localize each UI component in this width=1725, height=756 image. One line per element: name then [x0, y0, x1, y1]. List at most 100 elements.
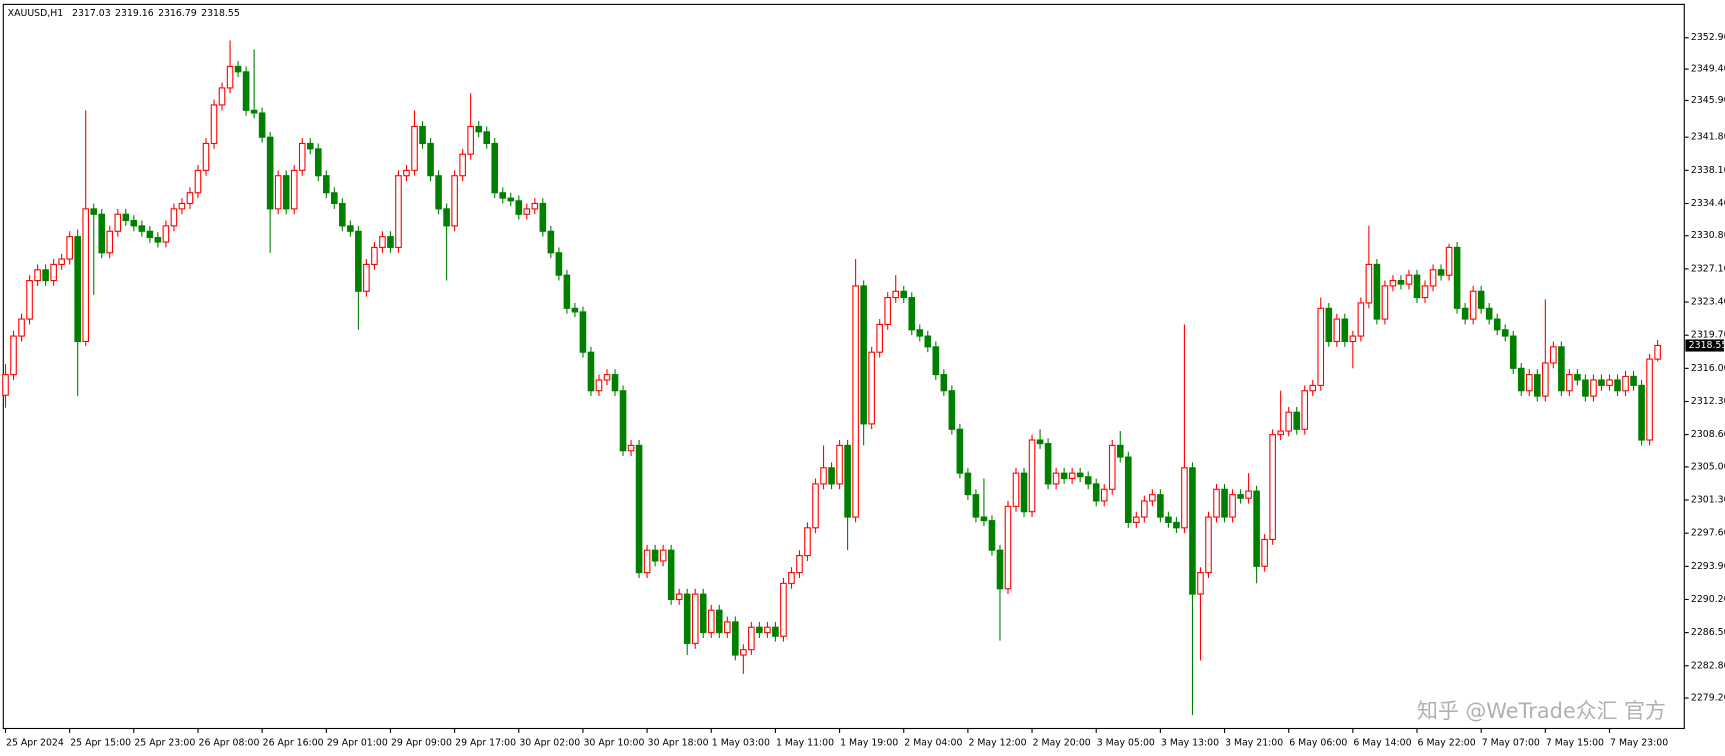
candle-body — [66, 236, 73, 260]
y-tick-label: 2316.00 — [1691, 363, 1725, 374]
x-tick-label: 6 May 06:00 — [1289, 737, 1347, 748]
candle-body — [563, 274, 571, 309]
high: 2319.16 — [115, 8, 154, 19]
x-tick-label: 2 May 20:00 — [1033, 737, 1091, 748]
candle-body — [10, 335, 17, 376]
candle-body — [475, 125, 482, 133]
candle-body — [796, 555, 803, 574]
y-tick-label: 2319.70 — [1691, 330, 1725, 341]
y-tick-label: 2349.40 — [1691, 64, 1725, 75]
candle-body — [186, 192, 194, 205]
candle-body — [932, 346, 940, 376]
candle-body — [459, 153, 466, 177]
candle-body — [306, 142, 314, 150]
candle-body — [908, 297, 916, 331]
candle-body — [1445, 246, 1453, 276]
x-tick-label: 29 Apr 17:00 — [455, 737, 516, 748]
candle-body — [812, 483, 819, 529]
price-tag-label: 2318.55 — [1689, 340, 1725, 351]
candle-body — [98, 213, 106, 254]
candle-body — [780, 582, 787, 637]
candle-body — [555, 252, 563, 276]
open: 2317.03 — [72, 8, 111, 19]
candle-body — [1429, 269, 1437, 287]
candle-body — [948, 390, 956, 430]
candle-body — [1357, 302, 1365, 337]
candle-body — [804, 527, 811, 557]
candle-body — [916, 329, 924, 337]
x-tick-label: 1 May 03:00 — [712, 737, 770, 748]
candle-body — [1141, 500, 1148, 518]
x-tick-label: 26 Apr 16:00 — [263, 737, 324, 748]
candle-body — [940, 374, 948, 392]
y-tick-label: 2286.50 — [1691, 627, 1725, 638]
candle-body — [1654, 344, 1661, 360]
candle-body — [1534, 374, 1541, 397]
y-tick-label: 2341.80 — [1691, 132, 1725, 143]
candle-body — [828, 467, 835, 485]
candle-body — [1004, 505, 1012, 590]
x-tick-label: 2 May 04:00 — [904, 737, 962, 748]
candle-body — [1325, 307, 1333, 343]
candle-body — [1373, 263, 1381, 320]
candle-body — [2, 374, 9, 396]
candle-body — [740, 649, 747, 656]
candle-body — [1309, 384, 1317, 392]
candle-body — [1261, 538, 1268, 567]
candle-body — [363, 263, 370, 292]
candle-body — [595, 379, 603, 392]
x-tick-label: 29 Apr 01:00 — [327, 737, 388, 748]
candle-body — [50, 263, 57, 282]
candle-body — [258, 112, 266, 138]
y-tick-label: 2338.10 — [1691, 165, 1725, 176]
candle-body — [715, 609, 723, 634]
candle-body — [788, 572, 795, 584]
candle-body — [852, 285, 859, 518]
candle-body — [1501, 329, 1509, 337]
candle-body — [1421, 285, 1429, 299]
candle-body — [411, 125, 418, 171]
candle-body — [1638, 384, 1645, 441]
x-tick-label: 30 Apr 02:00 — [519, 737, 580, 748]
y-tick-label: 2330.80 — [1691, 230, 1725, 241]
plot-frame — [2, 3, 1685, 730]
candle-body — [435, 175, 442, 210]
candle-body — [1582, 379, 1589, 397]
price-tag — [1685, 339, 1724, 352]
candle-body — [443, 208, 450, 227]
candle-body — [547, 230, 555, 254]
candle-body — [90, 208, 98, 215]
candle-body — [170, 208, 178, 227]
candle-body — [1124, 456, 1132, 523]
candle-body — [451, 175, 458, 227]
candle-body — [1598, 379, 1605, 386]
candle-body — [1646, 358, 1653, 441]
candle-body — [242, 71, 250, 111]
candle-body — [988, 520, 996, 551]
candle-body — [836, 444, 843, 485]
candle-body — [347, 225, 354, 232]
candle-body — [146, 230, 154, 239]
y-tick-label: 2327.10 — [1691, 263, 1725, 274]
candle-body — [1173, 521, 1180, 529]
watermark: 知乎 @WeTrade众汇 官方 — [1417, 699, 1666, 723]
candle-body — [1036, 439, 1044, 445]
candle-body — [130, 219, 138, 227]
candle-body — [1052, 472, 1060, 485]
candle-body — [282, 175, 290, 210]
candle-body — [339, 202, 346, 227]
candle-body — [1630, 375, 1637, 386]
candle-body — [1590, 379, 1597, 397]
candle-body — [122, 213, 130, 222]
candle-body — [250, 109, 258, 114]
candle-body — [403, 169, 410, 177]
candle-body — [1044, 443, 1052, 485]
candle-body — [1076, 472, 1084, 478]
x-tick-label: 6 May 14:00 — [1353, 737, 1411, 748]
candle-body — [980, 516, 988, 522]
candle-body — [106, 230, 114, 254]
candle-body — [1397, 279, 1405, 285]
candle-body — [26, 279, 33, 320]
candle-body — [483, 131, 490, 145]
x-tick-label: 29 Apr 09:00 — [391, 737, 452, 748]
